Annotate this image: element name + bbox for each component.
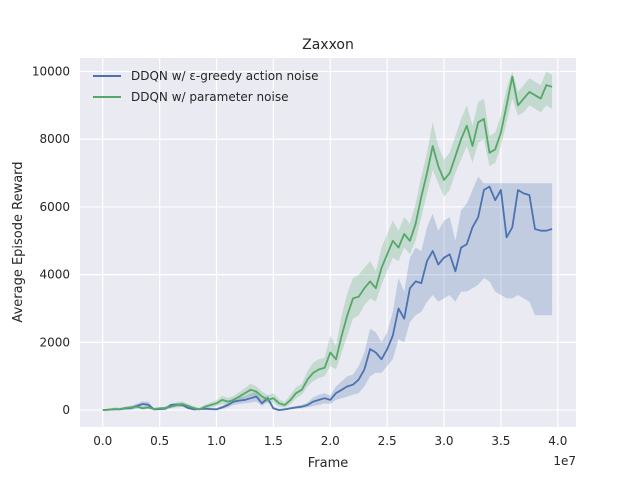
line-layer (102, 75, 553, 412)
x-tick-label: 4.0 (548, 434, 567, 448)
x-tick-label: 3.5 (491, 434, 510, 448)
chart-title: Zaxxon (302, 37, 354, 53)
y-axis-label: Average Episode Reward (11, 161, 26, 322)
x-tick-label: 0.0 (93, 434, 112, 448)
x-axis-label: Frame (308, 456, 349, 471)
plot-background (80, 58, 576, 427)
y-tick-label: 4000 (39, 268, 70, 282)
legend-label-2: DDQN w/ parameter noise (131, 90, 288, 104)
x-tick-label: 1.0 (207, 434, 226, 448)
x-tick-label: 0.5 (150, 434, 169, 448)
legend: DDQN w/ ε-greedy action noise DDQN w/ par… (93, 69, 318, 104)
y-tick-label: 0 (62, 403, 70, 417)
x-axis-scale-label: 1e7 (553, 454, 576, 468)
y-tick-label: 10000 (32, 65, 70, 79)
x-tick-label: 2.5 (378, 434, 397, 448)
y-tick-label: 2000 (39, 335, 70, 349)
x-tick-label: 1.5 (264, 434, 283, 448)
tick-layer: 0.0 0.5 1.0 1.5 2.0 2.5 3.0 3.5 4.0 0 2000 4000 6000… (32, 65, 568, 448)
series-2-line (102, 75, 553, 411)
y-tick-label: 6000 (39, 200, 70, 214)
series-1-confidence-band (102, 176, 553, 411)
x-tick-label: 3.0 (434, 434, 453, 448)
band-layer (102, 71, 553, 411)
x-tick-label: 2.0 (321, 434, 340, 448)
series-2-confidence-band (102, 71, 553, 411)
legend-label-1: DDQN w/ ε-greedy action noise (131, 69, 318, 83)
y-tick-label: 8000 (39, 132, 70, 146)
grid-layer (80, 58, 576, 427)
